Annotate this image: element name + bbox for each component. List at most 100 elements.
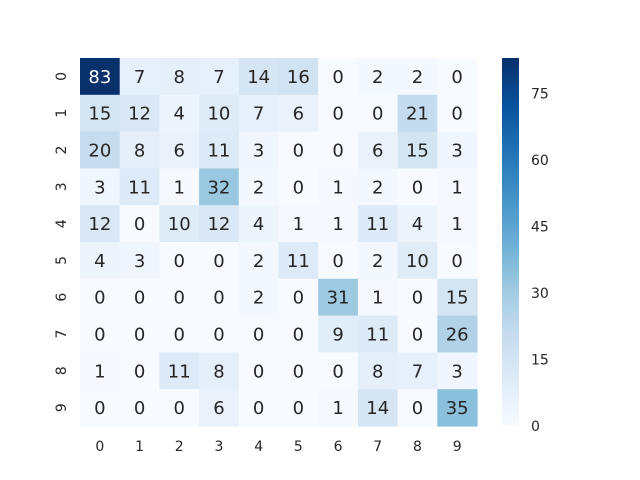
heatmap-cell-4-3 xyxy=(199,205,240,243)
heatmap-cell-label-3-0: 3 xyxy=(94,177,105,198)
heatmap-cell-6-7 xyxy=(357,278,399,317)
y-tick-label-6: 6 xyxy=(54,293,70,302)
heatmap-cell-9-9 xyxy=(437,389,478,427)
heatmap-cell-label-3-5: 0 xyxy=(293,177,304,198)
x-tick-label-9: 9 xyxy=(453,439,462,455)
heatmap-cell-label-4-5: 1 xyxy=(293,214,304,235)
heatmap-cell-label-4-3: 12 xyxy=(207,214,230,235)
heatmap-cell-9-6 xyxy=(318,389,359,427)
heatmap-cell-label-3-9: 1 xyxy=(451,177,462,198)
heatmap-cell-label-3-7: 2 xyxy=(372,177,383,198)
heatmap-cell-label-7-7: 11 xyxy=(366,325,389,346)
heatmap-cell-label-1-0: 15 xyxy=(88,104,111,125)
heatmap-cell-7-1 xyxy=(119,315,160,353)
colorbar-gradient xyxy=(502,58,519,426)
heatmap-cell-label-1-3: 10 xyxy=(207,104,230,125)
heatmap-cell-label-8-2: 11 xyxy=(168,361,191,382)
heatmap-cell-5-1 xyxy=(119,242,160,280)
heatmap-cell-1-4 xyxy=(238,94,280,133)
heatmap-cell-2-4 xyxy=(238,131,280,169)
heatmap-cell-label-9-4: 0 xyxy=(253,398,264,419)
heatmap-cell-label-0-7: 2 xyxy=(372,67,383,88)
colorbar-tick-label-0: 0 xyxy=(531,419,540,435)
heatmap-cell-2-2 xyxy=(159,131,200,169)
heatmap-cell-label-4-6: 1 xyxy=(332,214,343,235)
heatmap-cell-label-8-3: 8 xyxy=(213,361,224,382)
heatmap-cell-9-7 xyxy=(357,389,399,427)
heatmap-cell-1-6 xyxy=(318,94,359,133)
heatmap-cell-label-6-0: 0 xyxy=(94,288,105,309)
heatmap-cell-label-8-8: 7 xyxy=(412,361,423,382)
heatmap-cell-label-0-8: 2 xyxy=(412,67,423,88)
heatmap-cell-label-6-8: 0 xyxy=(412,288,423,309)
heatmap-cell-label-4-8: 4 xyxy=(412,214,423,235)
heatmap-cell-3-8 xyxy=(397,168,438,206)
heatmap-cell-2-1 xyxy=(119,131,160,169)
heatmap-cell-7-8 xyxy=(397,315,438,353)
heatmap-cell-1-9 xyxy=(437,94,478,133)
heatmap-cell-label-8-7: 8 xyxy=(372,361,383,382)
heatmap-cell-label-7-9: 26 xyxy=(446,325,469,346)
heatmap-cell-label-7-1: 0 xyxy=(134,325,145,346)
colorbar-tick-label-2: 30 xyxy=(531,286,549,302)
heatmap-cell-label-1-1: 12 xyxy=(128,104,151,125)
heatmap-cell-9-3 xyxy=(199,389,240,427)
heatmap-cell-7-4 xyxy=(238,315,280,353)
colorbar-tick-label-1: 15 xyxy=(531,352,549,368)
heatmap-cell-6-8 xyxy=(397,278,438,317)
heatmap-cell-label-3-1: 11 xyxy=(128,177,151,198)
heatmap-cell-9-4 xyxy=(238,389,280,427)
heatmap-cell-7-2 xyxy=(159,315,200,353)
heatmap-cell-7-3 xyxy=(199,315,240,353)
heatmap-cell-label-6-4: 2 xyxy=(253,288,264,309)
heatmap-cell-label-2-9: 3 xyxy=(451,141,462,162)
heatmap-cell-label-3-4: 2 xyxy=(253,177,264,198)
heatmap-cell-1-7 xyxy=(357,94,399,133)
heatmap-cell-6-6 xyxy=(318,278,359,317)
heatmap-cell-0-1 xyxy=(119,58,160,96)
x-tick-labels: 0 1 2 3 4 5 6 7 8 9 xyxy=(95,439,461,455)
heatmap-cell-label-3-3: 32 xyxy=(207,177,230,198)
heatmap-cell-6-5 xyxy=(278,278,319,317)
heatmap-cell-label-8-9: 3 xyxy=(451,361,462,382)
heatmap-cell-label-1-4: 7 xyxy=(253,104,264,125)
heatmap-cell-5-0 xyxy=(80,242,121,280)
x-tick-label-6: 6 xyxy=(334,439,343,455)
heatmap-cell-4-7 xyxy=(357,205,399,243)
heatmap-cell-2-6 xyxy=(318,131,359,169)
y-tick-label-3: 3 xyxy=(54,182,70,191)
heatmap-cell-9-8 xyxy=(397,389,438,427)
heatmap-cell-label-6-9: 15 xyxy=(446,288,469,309)
heatmap-cell-label-9-0: 0 xyxy=(94,398,105,419)
heatmap-cell-1-3 xyxy=(199,94,240,133)
heatmap-cell-label-8-4: 0 xyxy=(253,361,264,382)
heatmap-cell-label-6-7: 1 xyxy=(372,288,383,309)
heatmap-cell-label-0-9: 0 xyxy=(451,67,462,88)
heatmap-cell-label-6-6: 31 xyxy=(327,288,350,309)
heatmap-cell-3-9 xyxy=(437,168,478,206)
heatmap-cell-4-0 xyxy=(80,205,121,243)
heatmap-cell-4-9 xyxy=(437,205,478,243)
heatmap-cell-0-7 xyxy=(357,58,399,96)
heatmap-cell-5-8 xyxy=(397,242,438,280)
heatmap-cell-label-5-4: 2 xyxy=(253,251,264,272)
x-tick-label-4: 4 xyxy=(254,439,263,455)
heatmap-cell-label-1-8: 21 xyxy=(406,104,429,125)
y-tick-label-5: 5 xyxy=(54,256,70,265)
heatmap-cell-3-0 xyxy=(80,168,121,206)
heatmap-cell-8-2 xyxy=(159,352,200,390)
heatmap-cell-4-1 xyxy=(119,205,160,243)
heatmap-cell-9-2 xyxy=(159,389,200,427)
heatmap-cell-label-1-2: 4 xyxy=(174,104,185,125)
heatmap-cell-label-8-6: 0 xyxy=(332,361,343,382)
y-tick-label-1: 1 xyxy=(54,109,70,118)
heatmap-cell-8-7 xyxy=(357,352,399,390)
heatmap-cell-2-8 xyxy=(397,131,438,169)
heatmap-cell-label-2-4: 3 xyxy=(253,141,264,162)
heatmap-cell-1-8 xyxy=(397,94,438,133)
heatmap-cell-label-1-9: 0 xyxy=(451,104,462,125)
heatmap-cell-0-3 xyxy=(199,58,240,96)
heatmap-cell-7-7 xyxy=(357,315,399,353)
heatmap-cell-8-1 xyxy=(119,352,160,390)
heatmap-cell-label-5-9: 0 xyxy=(451,251,462,272)
